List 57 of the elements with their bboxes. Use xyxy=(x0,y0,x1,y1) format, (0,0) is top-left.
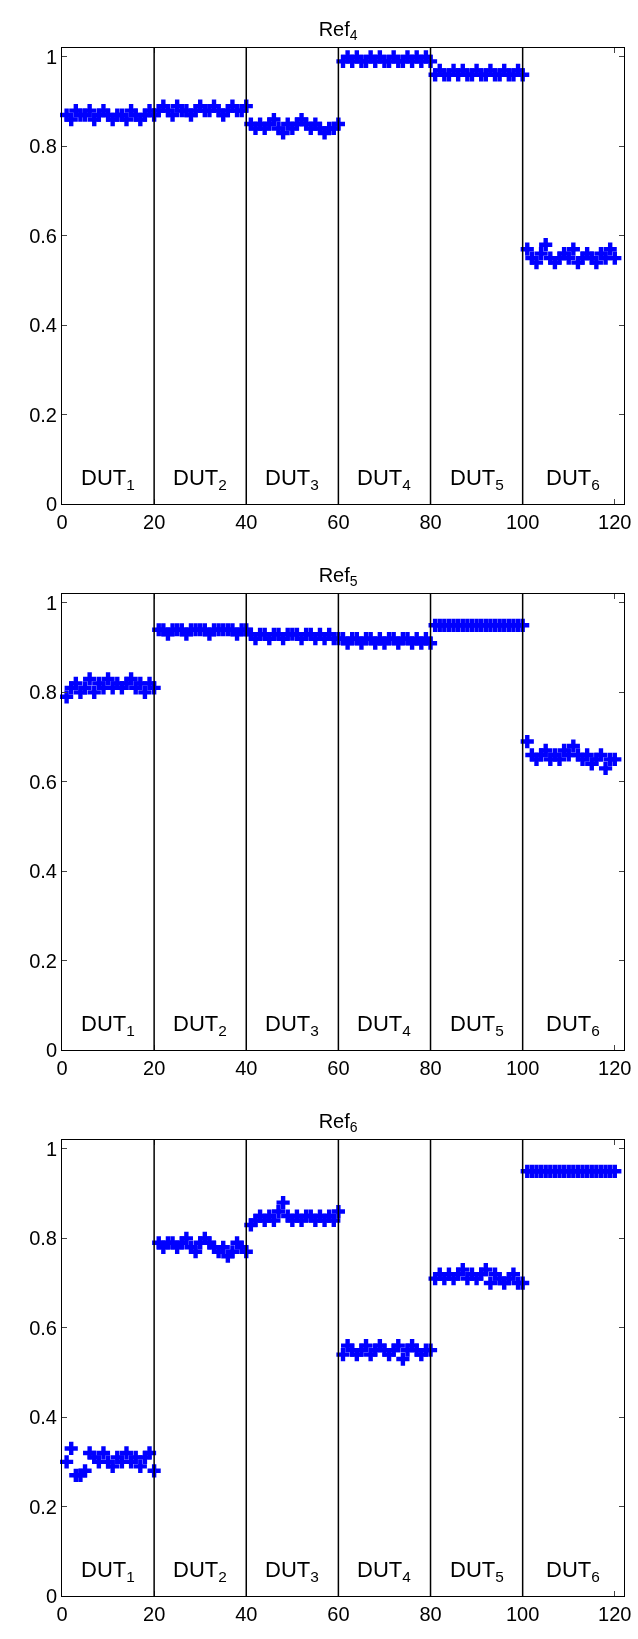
annotation: DUT$_{5}$ xyxy=(450,1557,504,1585)
annotation: DUT$_{5}$ xyxy=(450,1011,504,1039)
x-tick-label: 100 xyxy=(505,511,540,533)
annotation: DUT$_{6}$ xyxy=(546,465,600,493)
x-tick-label: 40 xyxy=(235,1057,258,1079)
y-tick-label: 0.4 xyxy=(29,314,57,337)
x-tick-label: 100 xyxy=(505,1603,540,1625)
y-tick-label: 0.8 xyxy=(29,681,57,704)
x-tick-label: 20 xyxy=(143,1603,166,1625)
x-tick-label: 60 xyxy=(327,1057,350,1079)
y-tick-label: 0.4 xyxy=(29,860,57,883)
chart-title: Ref$_{4}$ xyxy=(318,18,358,44)
y-tick-label: 0.6 xyxy=(29,224,57,247)
annotation: DUT$_{3}$ xyxy=(265,1557,319,1585)
x-tick-label: 60 xyxy=(327,511,350,533)
y-tick-label: 0.6 xyxy=(29,1316,57,1339)
y-tick-label: 0.2 xyxy=(29,1495,57,1518)
y-tick-label: 0.2 xyxy=(29,949,57,972)
y-tick-label: 0 xyxy=(45,493,57,515)
x-tick-label: 120 xyxy=(598,511,632,533)
annotation: DUT$_{5}$ xyxy=(450,465,504,493)
annotation: DUT$_{2}$ xyxy=(173,1011,227,1039)
annotation: DUT$_{4}$ xyxy=(357,1011,412,1039)
y-tick-label: 0.8 xyxy=(29,1227,57,1250)
annotation: DUT$_{3}$ xyxy=(265,1011,319,1039)
x-tick-label: 80 xyxy=(419,1057,442,1079)
annotation: DUT$_{1}$ xyxy=(81,1011,135,1039)
y-tick-label: 1 xyxy=(45,591,57,614)
x-tick-label: 40 xyxy=(235,1603,258,1625)
x-tick-label: 120 xyxy=(598,1603,632,1625)
y-tick-label: 1 xyxy=(45,1137,57,1160)
annotation: DUT$_{3}$ xyxy=(265,465,319,493)
chart-title: Ref$_{5}$ xyxy=(318,564,358,590)
x-tick-label: 20 xyxy=(143,1057,166,1079)
x-tick-label: 100 xyxy=(505,1057,540,1079)
y-tick-label: 1 xyxy=(45,45,57,68)
x-tick-label: 80 xyxy=(419,511,442,533)
y-tick-label: 0.8 xyxy=(29,135,57,158)
x-tick-label: 80 xyxy=(419,1603,442,1625)
y-tick-label: 0.2 xyxy=(29,403,57,426)
annotation: DUT$_{1}$ xyxy=(81,465,135,493)
y-tick-label: 0.6 xyxy=(29,770,57,793)
annotation: DUT$_{6}$ xyxy=(546,1557,600,1585)
annotation: DUT$_{1}$ xyxy=(81,1557,135,1585)
y-tick-label: 0 xyxy=(45,1585,57,1607)
annotation: DUT$_{4}$ xyxy=(357,465,412,493)
annotation: DUT$_{6}$ xyxy=(546,1011,600,1039)
chart-title: Ref$_{6}$ xyxy=(318,1110,358,1136)
annotation: DUT$_{2}$ xyxy=(173,1557,227,1585)
x-tick-label: 60 xyxy=(327,1603,350,1625)
x-tick-label: 120 xyxy=(598,1057,632,1079)
x-tick-label: 40 xyxy=(235,511,258,533)
y-tick-label: 0 xyxy=(45,1039,57,1061)
annotation: DUT$_{2}$ xyxy=(173,465,227,493)
x-tick-label: 20 xyxy=(143,511,166,533)
annotation: DUT$_{4}$ xyxy=(357,1557,412,1585)
y-tick-label: 0.4 xyxy=(29,1406,57,1429)
